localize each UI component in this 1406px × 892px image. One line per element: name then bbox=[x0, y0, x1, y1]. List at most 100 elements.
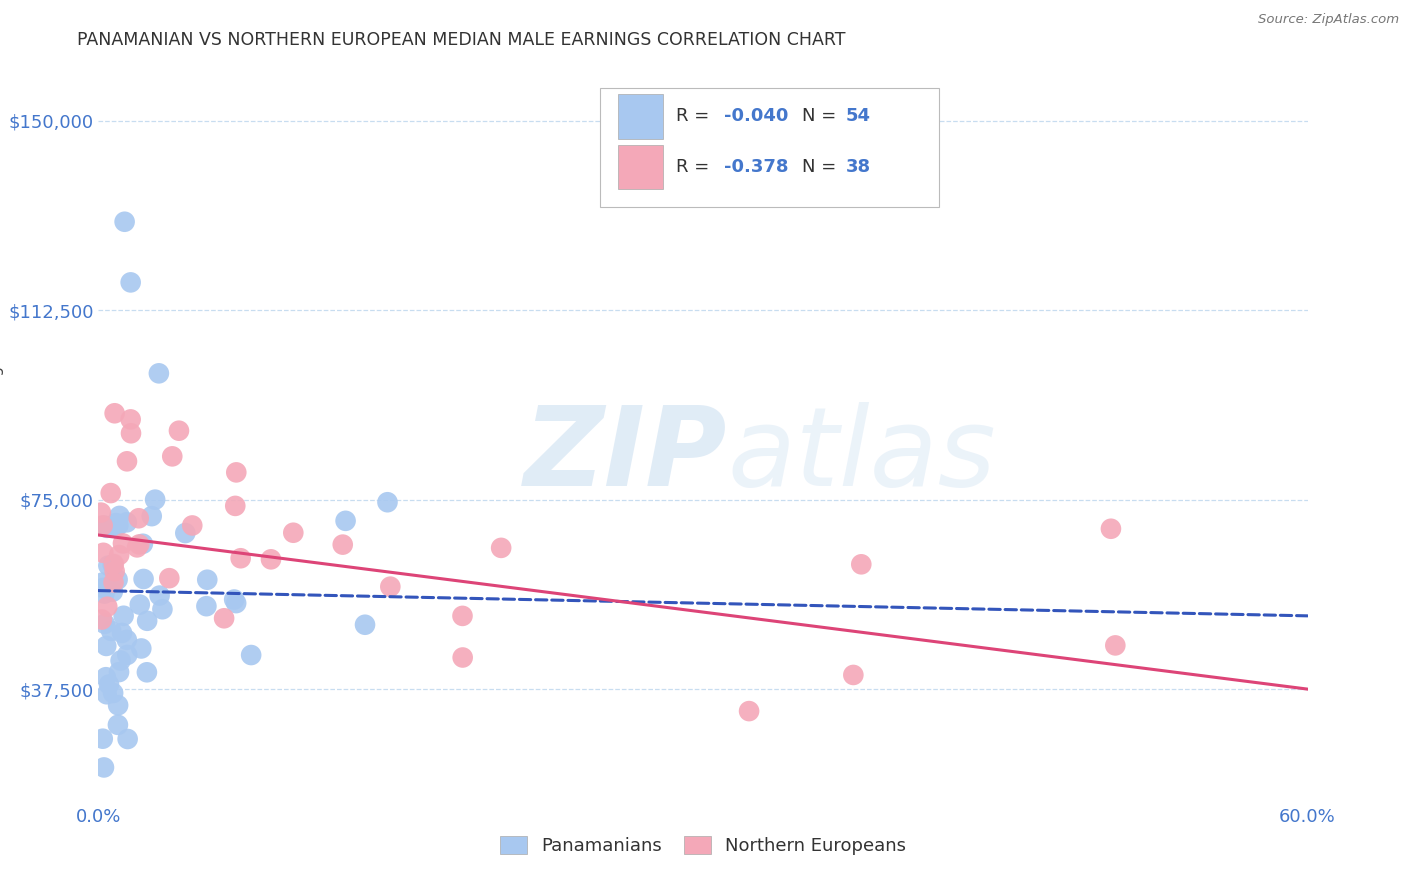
Text: atlas: atlas bbox=[727, 402, 995, 509]
Point bbox=[110, 654, 132, 668]
Point bbox=[100, 486, 122, 500]
Point bbox=[451, 608, 474, 623]
Text: -0.378: -0.378 bbox=[724, 158, 787, 176]
Point bbox=[100, 624, 122, 638]
Text: 54: 54 bbox=[845, 107, 870, 126]
Point bbox=[125, 541, 148, 555]
Point bbox=[141, 509, 163, 524]
Point bbox=[143, 492, 166, 507]
Point bbox=[104, 520, 127, 534]
Point bbox=[489, 541, 512, 555]
Point bbox=[128, 537, 150, 551]
Point bbox=[842, 668, 865, 682]
FancyBboxPatch shape bbox=[619, 94, 664, 139]
Point bbox=[149, 589, 172, 603]
Point bbox=[1104, 639, 1126, 653]
Point bbox=[108, 665, 131, 679]
FancyBboxPatch shape bbox=[619, 145, 664, 189]
Legend: Panamanians, Northern Europeans: Panamanians, Northern Europeans bbox=[492, 830, 914, 863]
Point bbox=[380, 580, 402, 594]
Text: R =: R = bbox=[676, 158, 716, 176]
Point bbox=[135, 665, 157, 680]
Point bbox=[94, 616, 117, 631]
Point bbox=[117, 731, 139, 746]
Point bbox=[738, 704, 761, 718]
Point bbox=[1099, 522, 1122, 536]
Point bbox=[103, 557, 125, 571]
Point bbox=[94, 670, 117, 684]
Point bbox=[332, 538, 354, 552]
Point bbox=[93, 760, 115, 774]
Point bbox=[212, 611, 235, 625]
Point bbox=[335, 514, 357, 528]
Point bbox=[128, 598, 150, 612]
Point bbox=[377, 495, 399, 509]
Point bbox=[108, 548, 131, 562]
Y-axis label: Median Male Earnings: Median Male Earnings bbox=[0, 358, 4, 525]
Point bbox=[115, 454, 138, 468]
Point bbox=[132, 537, 155, 551]
Point bbox=[103, 575, 125, 590]
Point bbox=[117, 648, 139, 662]
Point bbox=[114, 215, 136, 229]
Point bbox=[120, 276, 142, 290]
Point bbox=[451, 650, 474, 665]
Point bbox=[97, 558, 120, 573]
Point bbox=[90, 613, 112, 627]
Point bbox=[132, 572, 155, 586]
Point bbox=[104, 564, 127, 578]
Point bbox=[91, 575, 114, 590]
Point bbox=[148, 367, 170, 381]
Point bbox=[120, 426, 142, 441]
Point bbox=[851, 558, 873, 572]
Text: N =: N = bbox=[803, 107, 842, 126]
Point bbox=[98, 677, 121, 691]
Point bbox=[115, 632, 138, 647]
Point bbox=[101, 686, 124, 700]
Point bbox=[96, 599, 118, 614]
Point bbox=[157, 571, 180, 585]
Text: -0.040: -0.040 bbox=[724, 107, 787, 126]
Point bbox=[354, 617, 377, 632]
Point bbox=[93, 546, 115, 560]
Point bbox=[107, 573, 129, 587]
Point bbox=[225, 596, 247, 610]
Point bbox=[101, 558, 124, 572]
Text: N =: N = bbox=[803, 158, 842, 176]
Point bbox=[240, 648, 263, 662]
Point bbox=[162, 450, 184, 464]
Point bbox=[131, 641, 153, 656]
Point bbox=[105, 516, 128, 530]
Text: ZIP: ZIP bbox=[523, 402, 727, 509]
Point bbox=[195, 599, 218, 614]
Text: 38: 38 bbox=[845, 158, 870, 176]
Point bbox=[152, 602, 174, 616]
Text: R =: R = bbox=[676, 107, 716, 126]
Point bbox=[181, 518, 204, 533]
Point bbox=[167, 424, 190, 438]
Point bbox=[93, 518, 115, 533]
Point bbox=[136, 614, 159, 628]
Point bbox=[260, 552, 283, 566]
Point bbox=[224, 592, 246, 607]
Point bbox=[229, 551, 252, 566]
Point bbox=[111, 626, 134, 640]
Point bbox=[225, 466, 247, 480]
Text: PANAMANIAN VS NORTHERN EUROPEAN MEDIAN MALE EARNINGS CORRELATION CHART: PANAMANIAN VS NORTHERN EUROPEAN MEDIAN M… bbox=[77, 31, 846, 49]
Point bbox=[91, 518, 114, 533]
Point bbox=[224, 499, 246, 513]
Point bbox=[108, 508, 131, 523]
Point bbox=[107, 718, 129, 732]
Point bbox=[107, 698, 129, 713]
Point bbox=[107, 518, 129, 533]
Point bbox=[115, 516, 138, 530]
Point bbox=[128, 511, 150, 525]
Point bbox=[111, 536, 134, 550]
Point bbox=[104, 406, 127, 420]
Text: Source: ZipAtlas.com: Source: ZipAtlas.com bbox=[1258, 13, 1399, 27]
Point bbox=[101, 584, 124, 599]
Point bbox=[195, 573, 218, 587]
Point bbox=[283, 525, 305, 540]
Point bbox=[93, 581, 115, 595]
Point bbox=[91, 731, 114, 746]
